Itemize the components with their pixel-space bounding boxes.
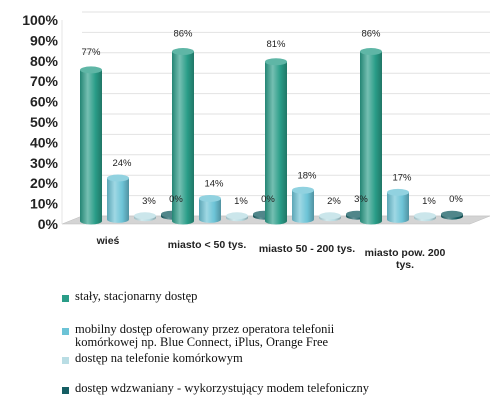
y-tick-label: 40% bbox=[30, 134, 59, 150]
bar-top bbox=[265, 58, 287, 66]
y-tick-label: 20% bbox=[30, 175, 59, 191]
data-label: 81% bbox=[266, 39, 286, 50]
bar-top bbox=[107, 174, 129, 182]
y-tick-label: 60% bbox=[30, 94, 59, 110]
bar-body bbox=[360, 51, 382, 225]
legend-item: dostęp na telefonie komórkowym bbox=[62, 352, 243, 365]
bar bbox=[387, 188, 409, 223]
y-tick-label: 70% bbox=[30, 73, 59, 89]
legend-item: mobilny dostęp oferowany przez operatora… bbox=[62, 323, 334, 349]
y-tick-label: 100% bbox=[22, 12, 58, 28]
legend-label: dostęp na telefonie komórkowym bbox=[75, 351, 243, 365]
y-tick-label: 10% bbox=[30, 196, 59, 212]
data-label: 86% bbox=[361, 29, 381, 40]
bar-top bbox=[387, 188, 409, 196]
bar-top bbox=[226, 212, 248, 220]
bar-top bbox=[319, 212, 341, 220]
y-tick-label: 50% bbox=[30, 114, 59, 130]
data-label: 2% bbox=[327, 196, 341, 207]
bar-body bbox=[292, 190, 314, 223]
x-tick-label: miasto < 50 tys. bbox=[168, 239, 247, 251]
data-label: 17% bbox=[392, 172, 412, 183]
bar bbox=[441, 210, 463, 220]
data-label: 0% bbox=[169, 194, 183, 205]
bar-top bbox=[414, 212, 436, 220]
bar-top bbox=[199, 194, 221, 202]
data-label: 77% bbox=[81, 47, 101, 58]
bar bbox=[134, 212, 156, 222]
data-label: 0% bbox=[449, 194, 463, 205]
bar-top bbox=[134, 212, 156, 220]
bar bbox=[292, 186, 314, 223]
bar-body bbox=[265, 61, 287, 225]
y-tick-label: 0% bbox=[38, 216, 59, 232]
data-label: 18% bbox=[297, 170, 317, 181]
y-tick-label: 30% bbox=[30, 155, 59, 171]
x-tick-label: miasto 50 - 200 tys. bbox=[259, 243, 355, 255]
x-tick-label: miasto pow. 200 bbox=[365, 247, 446, 259]
legend-item: dostęp wdzwaniany - wykorzystujący modem… bbox=[62, 382, 369, 395]
bar bbox=[80, 66, 102, 225]
bar-top bbox=[292, 186, 314, 194]
legend-swatch bbox=[62, 295, 69, 302]
bar-body bbox=[387, 192, 409, 223]
bar-top bbox=[360, 48, 382, 56]
bar bbox=[226, 212, 248, 222]
bar-top bbox=[80, 66, 102, 74]
y-tick-label: 90% bbox=[30, 32, 59, 48]
data-label: 1% bbox=[422, 196, 436, 207]
legend-label: mobilny dostęp oferowany przez operatora… bbox=[75, 322, 335, 349]
bar-body bbox=[199, 198, 221, 223]
bar-body bbox=[80, 69, 102, 225]
data-label: 14% bbox=[204, 178, 224, 189]
bar bbox=[172, 48, 194, 225]
x-axis: wieś miasto < 50 tys. miasto 50 - 200 tys.… bbox=[96, 235, 446, 271]
data-label: 3% bbox=[354, 194, 368, 205]
bar bbox=[319, 212, 341, 222]
bar bbox=[199, 194, 221, 223]
data-label: 1% bbox=[234, 196, 248, 207]
bars bbox=[80, 48, 463, 225]
data-label: 0% bbox=[261, 194, 275, 205]
data-label: 86% bbox=[173, 29, 193, 40]
legend-swatch bbox=[62, 357, 69, 364]
legend-swatch bbox=[62, 387, 69, 394]
legend-item: stały, stacjonarny dostęp bbox=[62, 290, 197, 303]
bar bbox=[107, 174, 129, 223]
bar-top bbox=[441, 210, 463, 218]
bar bbox=[360, 48, 382, 225]
legend-label: stały, stacjonarny dostęp bbox=[75, 289, 198, 303]
legend-swatch bbox=[62, 328, 69, 335]
legend-label: dostęp wdzwaniany - wykorzystujący modem… bbox=[75, 381, 370, 395]
data-label: 24% bbox=[112, 158, 132, 169]
data-labels: 77% 24% 3% 0% 86% 14% 1% 0% 81% 18% 2% 3% 86% 17% 1% 0% bbox=[81, 29, 463, 207]
y-axis: 0% 10% 20% 30% 40% 50% 60% 70% 80% 90% 100% bbox=[22, 12, 58, 232]
x-tick-label: wieś bbox=[96, 235, 120, 247]
x-tick-label: tys. bbox=[396, 259, 414, 271]
bar-body bbox=[172, 51, 194, 225]
bar-top bbox=[172, 48, 194, 56]
bar bbox=[414, 212, 436, 222]
bar-body bbox=[107, 178, 129, 223]
bar bbox=[265, 58, 287, 225]
data-label: 3% bbox=[142, 196, 156, 207]
y-tick-label: 80% bbox=[30, 53, 59, 69]
